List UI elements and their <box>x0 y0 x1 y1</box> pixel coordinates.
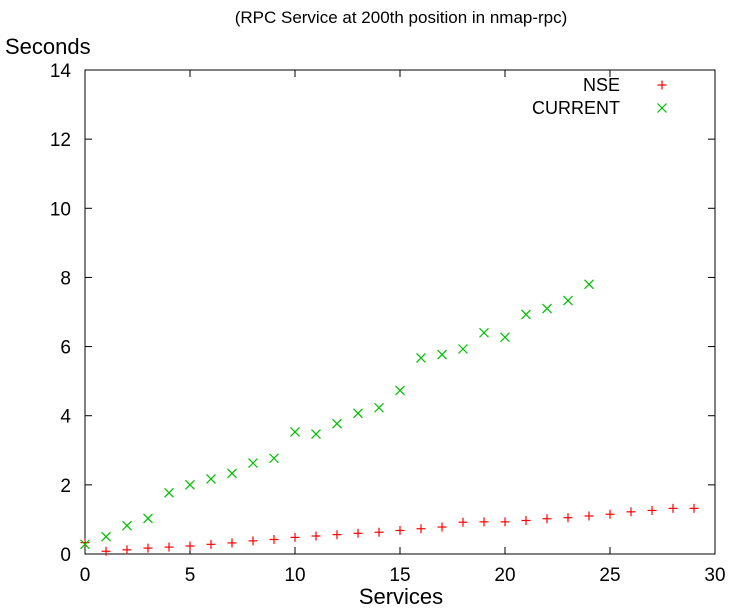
data-point-current <box>353 408 363 419</box>
data-point-current <box>227 468 237 479</box>
data-point-nse <box>416 524 426 534</box>
data-point-nse <box>479 517 489 527</box>
data-point-nse <box>626 507 636 517</box>
x-tick-label: 5 <box>185 565 196 586</box>
data-point-nse <box>248 536 258 546</box>
data-point-current <box>584 279 594 290</box>
data-points <box>80 279 699 556</box>
data-point-current <box>122 520 132 531</box>
data-point-current <box>332 418 342 429</box>
data-point-current <box>458 344 468 354</box>
data-point-nse <box>101 546 111 556</box>
y-tick-label: 0 <box>60 545 71 566</box>
data-point-nse <box>584 511 594 521</box>
data-point-nse <box>143 543 153 553</box>
data-point-nse <box>80 538 90 548</box>
data-point-nse <box>563 513 573 523</box>
data-point-current <box>542 303 552 314</box>
data-point-nse <box>542 514 552 524</box>
y-tick-label: 4 <box>60 407 71 428</box>
x-tick-label: 15 <box>389 565 410 586</box>
y-axis-label: Seconds <box>5 34 91 59</box>
data-point-current <box>248 458 258 469</box>
x-tick-label: 20 <box>494 565 515 586</box>
data-point-current <box>185 479 195 490</box>
y-tick-label: 12 <box>50 130 71 151</box>
x-tick-label: 10 <box>284 565 305 586</box>
legend-marker-current <box>657 103 667 113</box>
data-point-nse <box>458 517 468 527</box>
data-point-current <box>521 309 531 320</box>
legend: NSE CURRENT <box>532 75 667 118</box>
data-point-nse <box>437 522 447 532</box>
data-point-nse <box>647 505 657 515</box>
data-point-current <box>164 487 174 498</box>
data-point-nse <box>395 525 405 535</box>
data-point-nse <box>668 503 678 513</box>
series-current <box>80 279 594 550</box>
data-point-current <box>206 474 216 484</box>
data-point-nse <box>689 503 699 513</box>
data-point-current <box>143 513 153 524</box>
data-point-current <box>437 349 447 360</box>
data-point-current <box>80 539 90 550</box>
data-point-current <box>416 353 426 363</box>
x-tick-label: 30 <box>704 565 725 586</box>
legend-label-current: CURRENT <box>532 98 620 118</box>
data-point-current <box>395 385 405 396</box>
x-tick-label: 0 <box>80 565 91 586</box>
y-tick-label: 2 <box>60 476 71 497</box>
data-point-nse <box>500 517 510 527</box>
data-point-nse <box>269 534 279 544</box>
y-tick-label: 8 <box>60 268 71 289</box>
data-point-nse <box>353 528 363 538</box>
y-tick-label: 14 <box>50 61 72 82</box>
data-point-current <box>374 402 384 413</box>
data-point-nse <box>374 527 384 537</box>
data-point-current <box>290 427 300 437</box>
plot-frame <box>84 69 716 555</box>
data-point-current <box>311 429 321 439</box>
axis-ticks: 0 5 10 15 20 25 30 0 2 4 6 8 10 12 14 <box>50 61 726 586</box>
y-tick-label: 6 <box>60 338 71 359</box>
data-point-nse <box>290 532 300 542</box>
chart-title: (RPC Service at 200th position in nmap-r… <box>235 8 568 27</box>
data-point-nse <box>521 515 531 525</box>
x-axis-label: Services <box>359 584 443 609</box>
data-point-current <box>563 295 573 306</box>
x-tick-label: 25 <box>599 565 620 586</box>
data-point-nse <box>605 509 615 519</box>
y-tick-label: 10 <box>50 199 71 220</box>
legend-marker-nse <box>657 80 667 90</box>
data-point-nse <box>311 531 321 541</box>
data-point-nse <box>227 538 237 548</box>
data-point-current <box>479 327 489 338</box>
data-point-nse <box>206 539 216 549</box>
data-point-nse <box>332 530 342 540</box>
data-point-nse <box>164 542 174 552</box>
data-point-current <box>269 453 279 464</box>
data-point-nse <box>185 541 195 551</box>
data-point-nse <box>122 545 132 555</box>
series-nse <box>80 503 699 556</box>
data-point-current <box>101 531 111 542</box>
data-point-current <box>500 332 510 343</box>
legend-label-nse: NSE <box>583 75 620 95</box>
